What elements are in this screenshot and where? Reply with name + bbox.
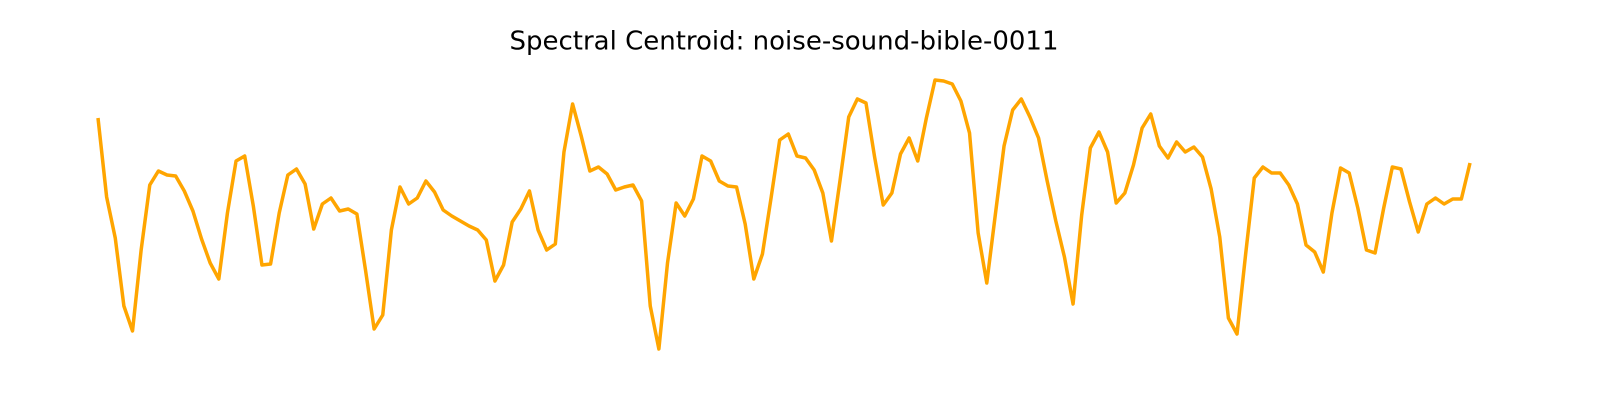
chart-title: Spectral Centroid: noise-sound-bible-001… (509, 27, 1058, 57)
line (96, 78, 1472, 351)
